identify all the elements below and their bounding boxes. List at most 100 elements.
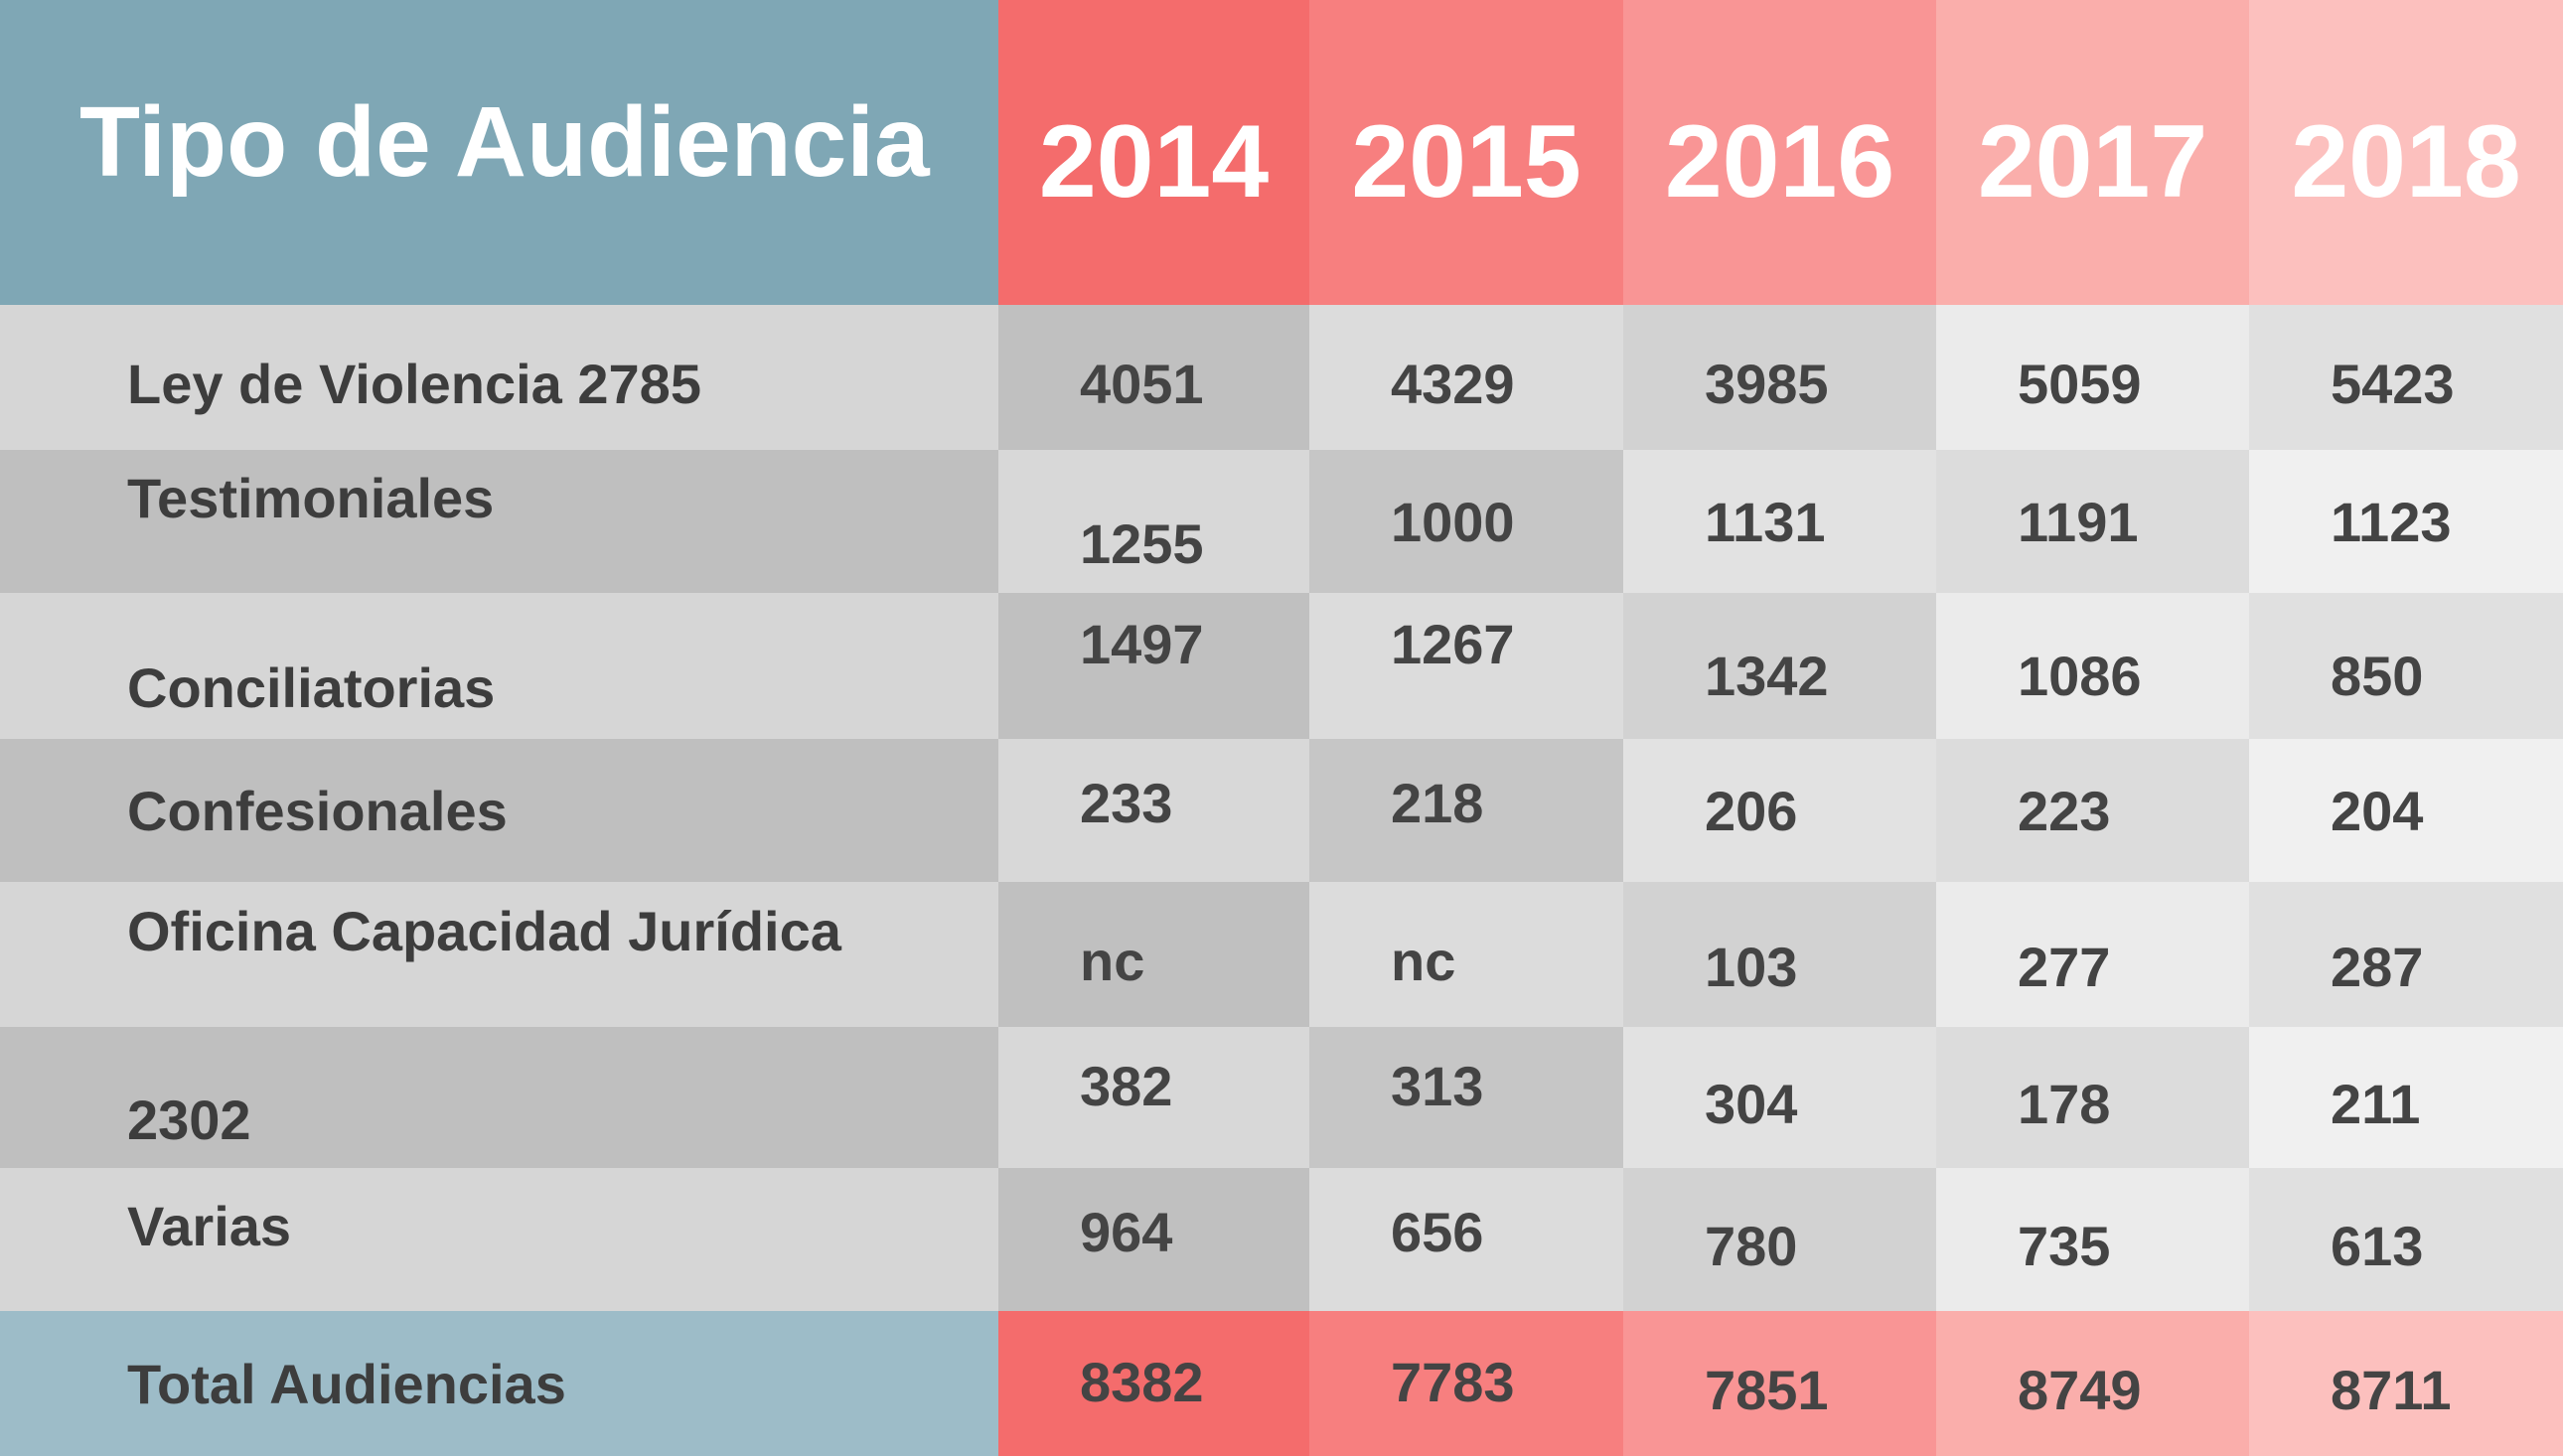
total-value: 7783 bbox=[1391, 1350, 1515, 1413]
year-header-2015: 2015 bbox=[1309, 0, 1623, 305]
row-label: Ley de Violencia 2785 bbox=[127, 352, 701, 415]
value-cell: 277 bbox=[1936, 882, 2249, 1027]
value-cell: 613 bbox=[2249, 1168, 2563, 1311]
header-label: Tipo de Audiencia bbox=[79, 86, 930, 198]
value: 1123 bbox=[2331, 490, 2452, 553]
value-cell: 233 bbox=[998, 739, 1309, 882]
value-cell: 4051 bbox=[998, 305, 1309, 450]
value-cell: 313 bbox=[1309, 1027, 1623, 1168]
value: 964 bbox=[1080, 1200, 1173, 1263]
value: 735 bbox=[2018, 1214, 2111, 1277]
value: 1191 bbox=[2018, 490, 2139, 553]
value-cell: 5423 bbox=[2249, 305, 2563, 450]
total-value-cell: 8382 bbox=[998, 1311, 1309, 1456]
year-header-2014: 2014 bbox=[998, 0, 1309, 305]
total-value: 8382 bbox=[1080, 1350, 1204, 1413]
row-label-cell: Varias bbox=[0, 1168, 998, 1311]
value-cell: 218 bbox=[1309, 739, 1623, 882]
value-cell: 3985 bbox=[1623, 305, 1936, 450]
year-header-2017: 2017 bbox=[1936, 0, 2249, 305]
value-cell: 204 bbox=[2249, 739, 2563, 882]
value: 1267 bbox=[1391, 613, 1515, 675]
row-label-cell: Conciliatorias bbox=[0, 593, 998, 739]
value-cell: 287 bbox=[2249, 882, 2563, 1027]
row-label: Conciliatorias bbox=[127, 656, 496, 719]
total-label: Total Audiencias bbox=[127, 1352, 566, 1415]
value-cell: 304 bbox=[1623, 1027, 1936, 1168]
value-cell: 1342 bbox=[1623, 593, 1936, 739]
year-label: 2016 bbox=[1664, 104, 1895, 219]
row-label: Testimoniales bbox=[127, 466, 495, 529]
value: 1342 bbox=[1705, 645, 1829, 707]
row-label-cell: Testimoniales bbox=[0, 450, 998, 593]
value-cell: 1255 bbox=[998, 450, 1309, 593]
total-value-cell: 7783 bbox=[1309, 1311, 1623, 1456]
value-cell: 850 bbox=[2249, 593, 2563, 739]
value-cell: 103 bbox=[1623, 882, 1936, 1027]
value-cell: 1267 bbox=[1309, 593, 1623, 739]
value: 313 bbox=[1391, 1054, 1484, 1117]
total-value: 8749 bbox=[2018, 1358, 2142, 1421]
value: 178 bbox=[2018, 1072, 2111, 1135]
value: 5059 bbox=[2018, 352, 2142, 415]
value-cell: 780 bbox=[1623, 1168, 1936, 1311]
value: 304 bbox=[1705, 1072, 1798, 1135]
value-cell: 1000 bbox=[1309, 450, 1623, 593]
value-cell: 4329 bbox=[1309, 305, 1623, 450]
value-cell: 1497 bbox=[998, 593, 1309, 739]
value: 1000 bbox=[1391, 490, 1515, 553]
value: 211 bbox=[2331, 1072, 2421, 1135]
value-cell: 735 bbox=[1936, 1168, 2249, 1311]
value-cell: 1131 bbox=[1623, 450, 1936, 593]
value: 277 bbox=[2018, 935, 2111, 998]
value: 233 bbox=[1080, 771, 1173, 834]
value: 1255 bbox=[1080, 511, 1204, 575]
value: 287 bbox=[2331, 935, 2424, 998]
row-label-cell: Confesionales bbox=[0, 739, 998, 882]
value-cell: 382 bbox=[998, 1027, 1309, 1168]
year-label: 2014 bbox=[1038, 104, 1270, 219]
row-label: 2302 bbox=[127, 1088, 251, 1151]
value-cell: 223 bbox=[1936, 739, 2249, 882]
total-value-cell: 8711 bbox=[2249, 1311, 2563, 1456]
value-cell: 206 bbox=[1623, 739, 1936, 882]
value: 850 bbox=[2331, 645, 2424, 707]
row-label-cell: 2302 bbox=[0, 1027, 998, 1168]
value: 204 bbox=[2331, 779, 2424, 842]
value: 3985 bbox=[1705, 352, 1829, 415]
row-label-cell: Oficina Capacidad Jurídica bbox=[0, 882, 998, 1027]
value: nc bbox=[1391, 929, 1456, 992]
value: 218 bbox=[1391, 771, 1484, 834]
value: 206 bbox=[1705, 779, 1798, 842]
value-cell: 656 bbox=[1309, 1168, 1623, 1311]
value: 103 bbox=[1705, 935, 1798, 998]
value-cell: 178 bbox=[1936, 1027, 2249, 1168]
value: 4051 bbox=[1080, 352, 1204, 415]
value-cell: 1123 bbox=[2249, 450, 2563, 593]
total-label-cell: Total Audiencias bbox=[0, 1311, 998, 1456]
row-label: Varias bbox=[127, 1194, 292, 1257]
value-cell: 5059 bbox=[1936, 305, 2249, 450]
total-value-cell: 7851 bbox=[1623, 1311, 1936, 1456]
value: 223 bbox=[2018, 779, 2111, 842]
header-label-cell: Tipo de Audiencia bbox=[0, 0, 998, 305]
year-label: 2018 bbox=[2291, 104, 2521, 219]
year-label: 2015 bbox=[1351, 104, 1582, 219]
value: 1086 bbox=[2018, 645, 2142, 707]
value-cell: nc bbox=[998, 882, 1309, 1027]
value-cell: 1191 bbox=[1936, 450, 2249, 593]
value: 4329 bbox=[1391, 352, 1515, 415]
row-label: Oficina Capacidad Jurídica bbox=[127, 899, 841, 962]
year-header-2016: 2016 bbox=[1623, 0, 1936, 305]
row-label-cell: Ley de Violencia 2785 bbox=[0, 305, 998, 450]
value-cell: 1086 bbox=[1936, 593, 2249, 739]
year-header-2018: 2018 bbox=[2249, 0, 2563, 305]
value: 5423 bbox=[2331, 352, 2455, 415]
value: 656 bbox=[1391, 1200, 1484, 1263]
row-label: Confesionales bbox=[127, 779, 508, 842]
value: 1497 bbox=[1080, 613, 1204, 675]
year-label: 2017 bbox=[1977, 104, 2208, 219]
value: 1131 bbox=[1705, 490, 1826, 553]
value: 382 bbox=[1080, 1054, 1173, 1117]
